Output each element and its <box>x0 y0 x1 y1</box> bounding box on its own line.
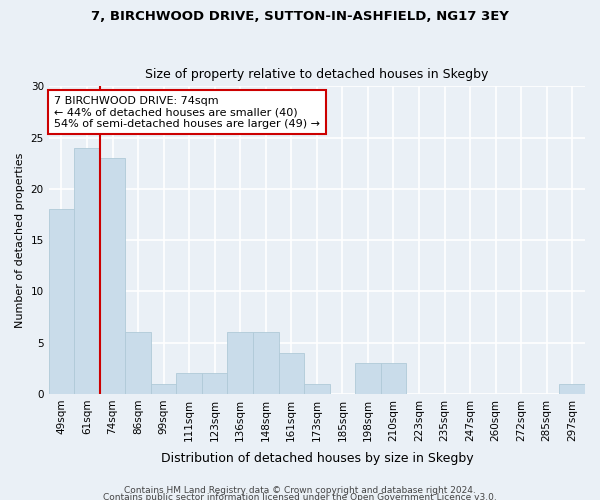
Bar <box>227 332 253 394</box>
Text: Contains HM Land Registry data © Crown copyright and database right 2024.: Contains HM Land Registry data © Crown c… <box>124 486 476 495</box>
Text: Contains public sector information licensed under the Open Government Licence v3: Contains public sector information licen… <box>103 494 497 500</box>
Bar <box>380 363 406 394</box>
Bar <box>278 353 304 394</box>
Text: 7, BIRCHWOOD DRIVE, SUTTON-IN-ASHFIELD, NG17 3EY: 7, BIRCHWOOD DRIVE, SUTTON-IN-ASHFIELD, … <box>91 10 509 23</box>
Bar <box>100 158 125 394</box>
Y-axis label: Number of detached properties: Number of detached properties <box>15 152 25 328</box>
Bar <box>355 363 380 394</box>
Title: Size of property relative to detached houses in Skegby: Size of property relative to detached ho… <box>145 68 488 81</box>
X-axis label: Distribution of detached houses by size in Skegby: Distribution of detached houses by size … <box>161 452 473 465</box>
Text: 7 BIRCHWOOD DRIVE: 74sqm
← 44% of detached houses are smaller (40)
54% of semi-d: 7 BIRCHWOOD DRIVE: 74sqm ← 44% of detach… <box>54 96 320 129</box>
Bar <box>151 384 176 394</box>
Bar <box>74 148 100 394</box>
Bar <box>253 332 278 394</box>
Bar <box>304 384 329 394</box>
Bar <box>559 384 585 394</box>
Bar <box>49 210 74 394</box>
Bar <box>125 332 151 394</box>
Bar <box>176 374 202 394</box>
Bar <box>202 374 227 394</box>
